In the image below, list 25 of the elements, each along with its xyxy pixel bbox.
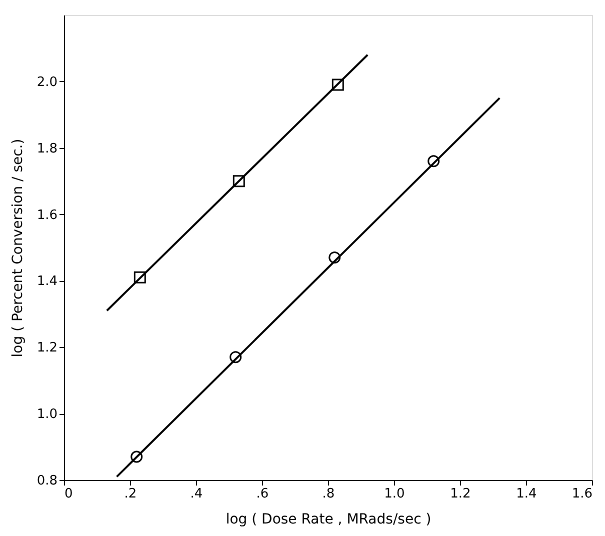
y-tick-label: 0.8 bbox=[36, 474, 58, 488]
point bbox=[332, 78, 344, 91]
y-tick-label: 1.2 bbox=[36, 340, 58, 356]
point bbox=[428, 155, 440, 168]
y-tick-label: 1.8 bbox=[36, 141, 58, 156]
y-axis-title: log ( Percent Conversion / sec.) bbox=[10, 138, 26, 358]
point bbox=[130, 450, 143, 463]
x-tick-label: .8 bbox=[322, 486, 335, 502]
point bbox=[134, 271, 146, 284]
y-tick-label: 1.6 bbox=[36, 208, 58, 223]
y-tick-label: 2.0 bbox=[36, 74, 58, 90]
x-tick-label: .4 bbox=[190, 486, 203, 502]
y-tick-label: 1.4 bbox=[36, 274, 58, 290]
point bbox=[232, 175, 245, 188]
x-tick-label: 1.0 bbox=[384, 486, 405, 502]
y-tick-label: 1.0 bbox=[36, 407, 58, 422]
point bbox=[230, 351, 242, 364]
x-tick-label: 1.6 bbox=[572, 486, 592, 502]
x-axis-title: log ( Dose Rate , MRads/sec ) bbox=[226, 512, 432, 528]
x-tick-label: .2 bbox=[124, 486, 137, 502]
x-tick-label: 1.2 bbox=[450, 486, 471, 502]
x-tick-label: 0 bbox=[64, 486, 73, 502]
x-tick-label: 1.4 bbox=[516, 486, 537, 502]
x-tick-label: .6 bbox=[256, 486, 269, 502]
point bbox=[328, 251, 341, 264]
